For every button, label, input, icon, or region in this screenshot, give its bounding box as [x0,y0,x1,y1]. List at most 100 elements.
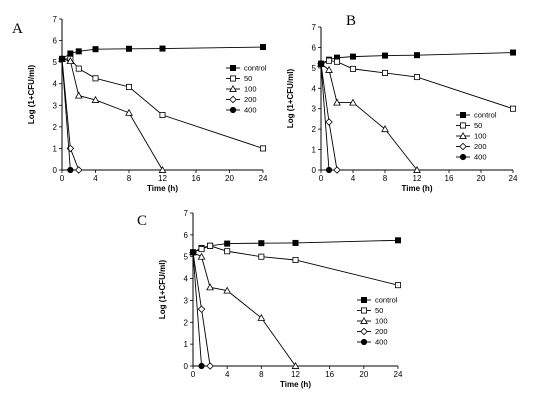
data-point [333,98,341,106]
y-axis-label: Log (1+CFU/ml) [27,65,36,125]
x-tick-label: 20 [359,370,368,379]
legend-label: control [375,296,398,305]
data-point [413,52,420,59]
legend-marker [360,307,367,314]
data-point [394,282,401,289]
legend-marker [360,296,367,303]
series-line [320,63,418,171]
x-tick-label: 20 [477,174,486,183]
legend-marker [360,327,368,336]
data-point [258,240,265,247]
data-point [224,248,231,255]
data-point [67,166,74,174]
series-line [192,251,296,367]
series-50 [189,242,401,289]
legend-label: 50 [375,306,383,315]
x-tick-label: 4 [225,370,230,379]
data-point [58,55,66,63]
y-tick-label: 6 [53,37,58,46]
y-tick-label: 0 [53,166,58,175]
x-tick-label: 20 [225,174,234,183]
legend-marker [459,112,466,119]
series-line [320,60,514,110]
series-line [192,245,399,286]
y-tick-label: 4 [312,84,317,93]
y-tick-label: 2 [53,123,58,132]
series-line [61,58,163,171]
data-point [197,252,206,260]
data-point [381,125,389,133]
y-tick-label: 5 [53,58,58,67]
legend-label: 50 [474,121,482,130]
y-tick-label: 7 [53,15,58,24]
data-point [509,105,516,112]
data-point [206,283,214,291]
legend-label: 50 [244,74,252,83]
series-400 [189,249,205,370]
x-tick-label: 12 [291,370,300,379]
legend-marker [229,95,237,104]
panel-label: C [137,213,147,229]
legend-marker [360,316,368,324]
legend-label: 400 [375,338,388,347]
y-tick-label: 1 [184,340,189,349]
x-tick-label: 8 [259,370,264,379]
data-point [75,48,82,55]
legend-label: 100 [474,132,487,141]
x-axis-label: Time (h) [280,380,311,389]
legend-label: 400 [244,106,257,115]
data-point [325,57,332,64]
data-point [258,253,265,260]
data-point [207,242,214,249]
y-tick-label: 2 [312,125,317,134]
series-line [62,58,264,149]
legend-label: 100 [375,317,388,326]
data-point [325,166,333,174]
series-50 [317,57,516,112]
series-400 [58,55,74,174]
data-point [158,165,167,173]
data-point [349,53,356,60]
x-tick-label: 16 [192,174,201,183]
series-400 [317,60,333,174]
x-tick-label: 16 [325,370,334,379]
data-point [349,65,356,72]
data-point [67,50,74,57]
series-line [320,63,330,171]
data-point [381,69,388,76]
series-100 [58,54,167,173]
data-point [91,95,100,103]
y-tick-label: 3 [312,105,317,114]
data-point [325,118,333,126]
series-control [59,44,266,62]
data-point [74,91,83,99]
legend-label: 200 [244,95,257,104]
panel-label: A [12,21,23,37]
x-tick-label: 8 [127,174,132,183]
y-tick-label: 3 [53,101,58,110]
y-tick-label: 5 [184,253,189,262]
y-axis-label: Log (1+CFU/ml) [158,260,167,320]
data-point [394,237,401,244]
y-tick-label: 0 [184,362,189,371]
data-point [126,45,133,52]
data-point [125,108,133,116]
legend-marker [459,153,467,161]
data-point [197,305,206,313]
x-tick-label: 4 [93,174,98,183]
x-tick-label: 8 [383,174,388,183]
x-axis-label: Time (h) [147,184,178,193]
legend-marker [229,106,237,114]
y-tick-label: 6 [184,231,189,240]
x-tick-label: 24 [509,174,518,183]
y-tick-label: 2 [184,318,189,327]
legend-marker [459,122,466,129]
data-point [66,57,75,65]
legend-label: 200 [375,327,388,336]
data-point [413,74,420,81]
legend-marker [229,84,237,92]
